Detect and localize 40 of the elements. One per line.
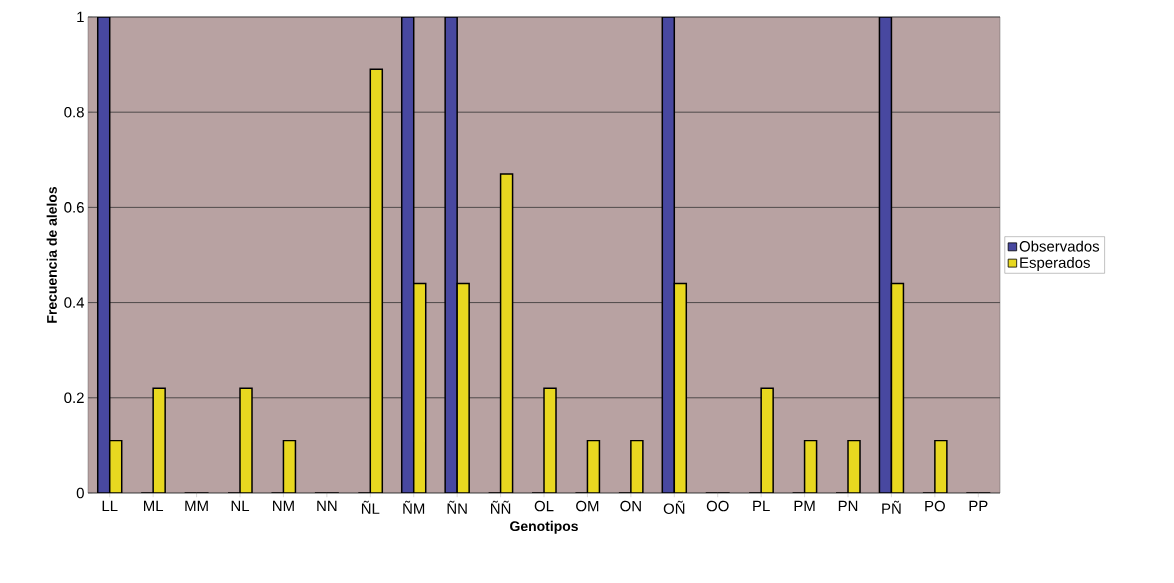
x-tick-label: PÑ xyxy=(882,500,901,514)
y-tick-label: 0.2 xyxy=(64,392,84,404)
x-tick-label: ÑÑ xyxy=(491,500,511,514)
y-tick-label: 0.8 xyxy=(64,106,84,118)
x-tick-label: PM xyxy=(794,500,815,512)
bar xyxy=(369,68,384,493)
legend-label: Observados xyxy=(1019,240,1100,252)
x-tick-label: ON xyxy=(620,500,641,512)
legend-label: Esperados xyxy=(1020,256,1090,271)
x-tick-label: PO xyxy=(925,500,945,512)
x-tick-label: OM xyxy=(576,500,599,512)
bar xyxy=(661,16,676,493)
x-tick-label: ML xyxy=(143,500,164,512)
x-tick-label: PN xyxy=(838,500,858,512)
y-tick-label: 0 xyxy=(76,487,84,499)
bar xyxy=(400,16,415,493)
bar xyxy=(890,282,905,493)
bar xyxy=(878,16,893,493)
x-tick-label: MM xyxy=(185,500,208,512)
x-tick-label: OÑ xyxy=(663,500,685,515)
x-tick-label: ÑN xyxy=(447,500,467,514)
x-tick-label: NM xyxy=(273,500,294,512)
bar xyxy=(96,16,111,493)
y-tick-label: 0.4 xyxy=(64,297,85,308)
bar xyxy=(500,174,513,493)
x-tick-label: NL xyxy=(231,500,250,512)
bar xyxy=(673,282,688,493)
x-tick-label: ÑM xyxy=(403,500,425,514)
y-axis-title: Frecuencia de alelos xyxy=(46,186,57,323)
bar xyxy=(412,282,427,493)
x-tick-label: NN xyxy=(317,500,337,512)
x-tick-label: PP xyxy=(969,500,988,512)
y-tick-label: 1 xyxy=(77,11,84,23)
x-tick-label: OO xyxy=(706,500,729,512)
y-tick-label: 0.6 xyxy=(64,202,84,213)
x-axis-title: Genotipos xyxy=(510,520,578,534)
x-tick-label: ÑL xyxy=(361,500,380,514)
x-tick-label: LL xyxy=(102,500,118,512)
x-tick-label: OL xyxy=(534,500,554,512)
x-tick-label: PL xyxy=(753,500,770,512)
